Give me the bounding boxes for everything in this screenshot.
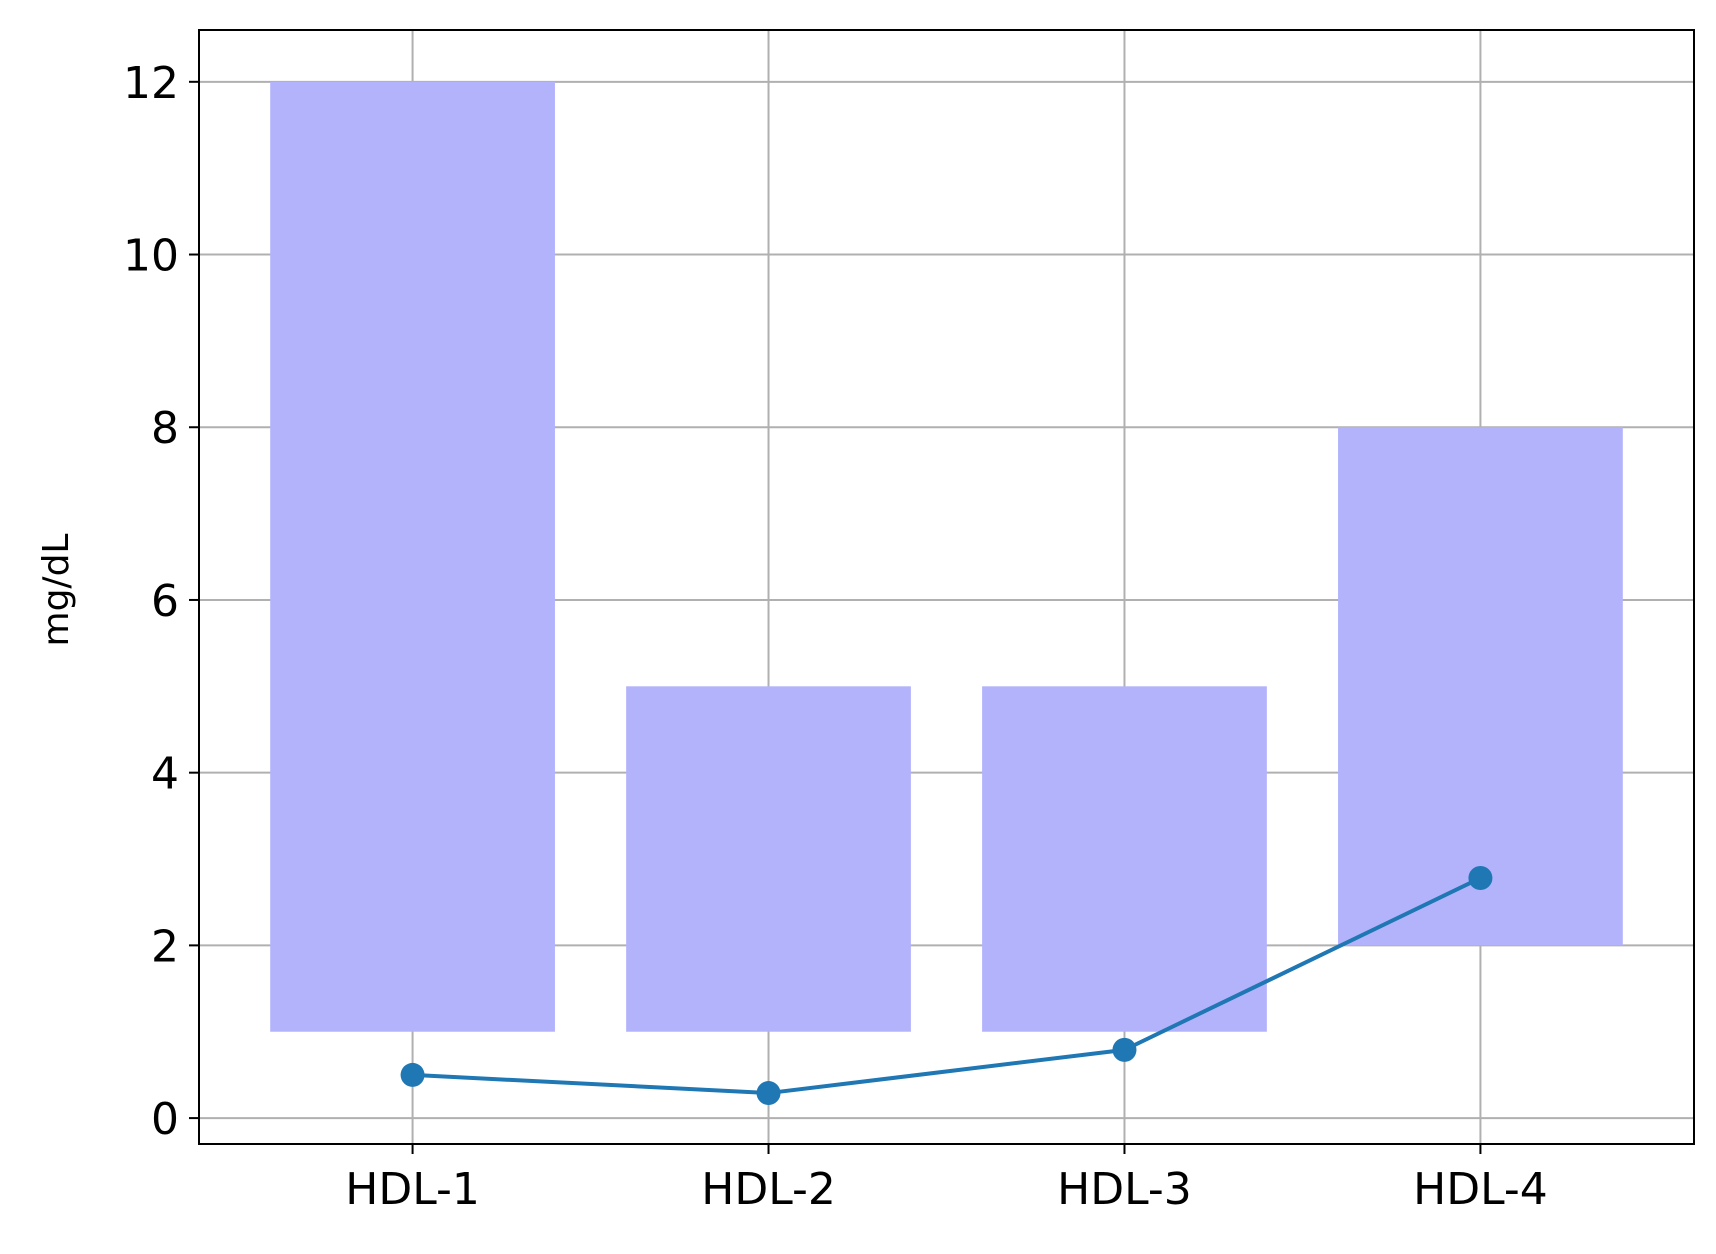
y-tick-label: 4 bbox=[151, 749, 179, 800]
y-tick-label: 10 bbox=[123, 231, 179, 282]
range-bar-hdl-4 bbox=[1338, 427, 1623, 946]
x-tick-label: HDL-4 bbox=[1413, 1164, 1548, 1215]
range-bar-hdl-3 bbox=[982, 686, 1267, 1032]
axis-ticks: 0 2 4 6 8 10 12 HDL-1 HDL-2 HDL-3 HDL-4 bbox=[123, 58, 1548, 1215]
plot-frame bbox=[198, 29, 1695, 1145]
range-bars bbox=[270, 81, 1623, 1032]
x-tick-label: HDL-1 bbox=[345, 1164, 480, 1215]
y-tick-label: 0 bbox=[151, 1094, 179, 1145]
range-bar-hdl-2 bbox=[626, 686, 911, 1032]
x-tick-label: HDL-3 bbox=[1057, 1164, 1192, 1215]
data-point bbox=[1468, 866, 1493, 891]
data-point bbox=[1112, 1037, 1137, 1062]
y-tick-label: 8 bbox=[151, 403, 179, 454]
data-point bbox=[400, 1062, 425, 1087]
y-tick-label: 12 bbox=[123, 58, 179, 109]
y-axis-title: mg/dL bbox=[36, 534, 77, 647]
range-bar-hdl-1 bbox=[270, 81, 555, 1032]
data-series bbox=[400, 866, 1493, 1106]
x-tick-label: HDL-2 bbox=[701, 1164, 836, 1215]
data-point bbox=[756, 1081, 781, 1106]
y-tick-label: 6 bbox=[151, 576, 179, 627]
series-line bbox=[412, 876, 1482, 1096]
y-tick-label: 2 bbox=[151, 921, 179, 972]
